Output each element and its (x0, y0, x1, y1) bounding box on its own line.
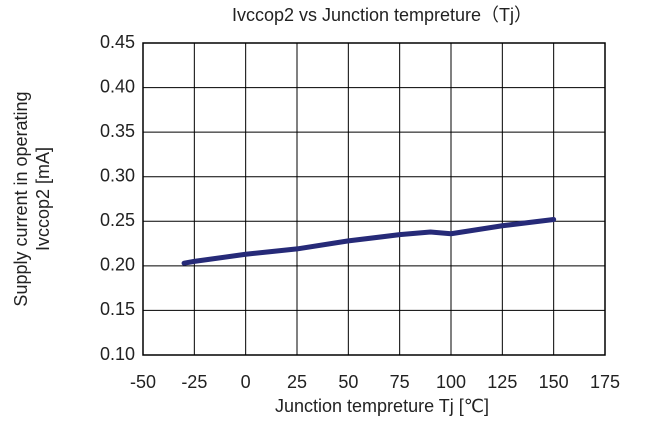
y-tick-label: 0.10 (100, 344, 135, 364)
y-axis-label: Supply current in operating (11, 91, 31, 306)
y-tick-label: 0.45 (100, 32, 135, 52)
x-tick-label: 150 (539, 372, 569, 392)
y-tick-label: 0.25 (100, 210, 135, 230)
y-tick-label: 0.20 (100, 255, 135, 275)
x-tick-label: -25 (181, 372, 207, 392)
x-tick-label: 100 (436, 372, 466, 392)
y-tick-label: 0.15 (100, 299, 135, 319)
y-tick-label: 0.40 (100, 76, 135, 96)
x-tick-label: 175 (590, 372, 620, 392)
y-tick-label: 0.35 (100, 121, 135, 141)
y-tick-label: 0.30 (100, 165, 135, 185)
y-axis-label: Ivccop2 [mA] (33, 147, 53, 251)
x-tick-label: -50 (130, 372, 156, 392)
x-tick-label: 0 (241, 372, 251, 392)
x-axis-label: Junction tempreture Tj [℃] (275, 396, 489, 416)
x-tick-label: 25 (287, 372, 307, 392)
chart-title: Ivccop2 vs Junction tempreture（Tj） (232, 5, 532, 25)
x-tick-label: 50 (338, 372, 358, 392)
x-tick-label: 75 (390, 372, 410, 392)
x-tick-label: 125 (487, 372, 517, 392)
data-line (181, 217, 557, 266)
plot-frame (142, 42, 606, 356)
